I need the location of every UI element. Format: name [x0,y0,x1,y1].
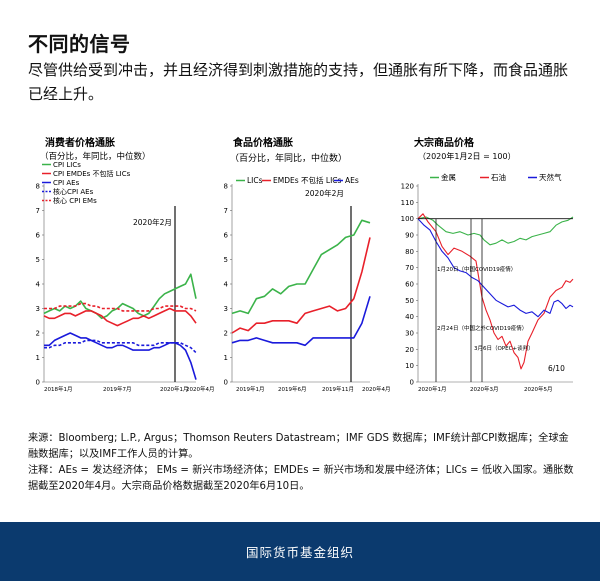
chart3-xtick-label: 2020年3月 [470,385,499,393]
chart3-ytick-label: 90 [405,232,414,240]
chart3-event-label: 1月20日（中国COVID19疫情） [437,265,516,273]
chart1-ytick-label: 5 [36,256,40,264]
chart3-legend-label: 天然气 [539,172,562,182]
chart3-ytick-label: 80 [405,248,414,256]
chart3-ytick-label: 100 [401,215,414,223]
chart3-subtitle: （2020年1月2日 = 100） [418,151,516,161]
chart1-series-line [43,273,197,320]
notes-block: 来源：Bloomberg; L.P., Argus；Thomson Reuter… [28,431,576,495]
chart3-ytick-label: 20 [405,346,414,354]
chart1-legend-label: CPI AEs [53,179,80,187]
chart2-ytick-label: 4 [224,281,229,289]
chart1-ytick-label: 8 [36,183,40,191]
page-subtitle: 尽管供给受到冲击，并且经济得到刺激措施的支持，但通胀有所下降，而食品通胀已经上升… [28,61,569,103]
chart3-ytick-label: 120 [401,183,414,191]
chart1-ytick-label: 7 [36,207,40,215]
chart1-legend-label: 核心CPI AEs [53,187,94,196]
chart1-legend-label: CPI EMDEs 不包括 LICs [53,169,131,178]
chart2-ytick-label: 7 [224,207,228,215]
chart2-ytick-label: 3 [224,305,228,313]
chart3-end-label: 6/10 [548,364,565,373]
chart1-xtick-label: 2020年1月 [160,385,189,393]
chart3-ytick-label: 70 [405,264,414,272]
chart2-ytick-label: 6 [224,232,229,240]
chart3-xtick-label: 2020年5月 [524,385,553,393]
page-title: 不同的信号 [28,32,131,56]
chart1-ytick-label: 0 [36,379,40,387]
chart3-ytick-label: 60 [405,281,414,289]
chart1-legend-label: CPI LICs [53,161,81,169]
chart2-ytick-label: 0 [224,379,228,387]
chart2-subtitle: （百分比，年同比，中位数） [230,152,347,164]
chart2-legend-label: LICs [247,176,263,185]
chart1-ytick-label: 4 [36,281,41,289]
chart2-xtick-label: 2019年1月 [236,385,265,393]
chart3-ytick-label: 30 [405,330,414,338]
chart2-series-line [231,237,371,334]
chart1-ytick-label: 6 [36,232,41,240]
chart1-vline-label: 2020年2月 [133,217,172,227]
chart1-series-line [44,302,197,312]
chart2-legend-label: AEs [345,176,359,185]
chart1-ytick-label: 2 [36,330,40,338]
chart2-ytick-label: 2 [224,330,228,338]
charts-canvas: 消费者价格通胀 （百分比，年同比，中位数） 2020年2月 食品价格通胀 （百分… [36,136,574,393]
chart1-series-line [43,307,197,327]
chart2-series-line [231,219,371,315]
chart3-legend-label: 石油 [491,172,506,182]
chart1-ytick-label: 1 [36,354,40,362]
chart2-xtick-label: 2019年6月 [278,385,307,393]
chart3-event-label: 3月6日（OPEC+谈判） [474,344,534,352]
chart3-title: 大宗商品价格 [414,136,475,149]
chart2-ytick-label: 1 [224,354,228,362]
chart2-xtick-label: 2019年11月 [322,385,354,393]
chart3-xtick-label: 2020年1月 [418,385,447,393]
chart1-ytick-label: 3 [36,305,40,313]
chart2-vline-label: 2020年2月 [305,188,344,198]
chart3-series-line [417,213,574,370]
chart3-series-line [417,216,574,246]
chart3-ytick-label: 40 [405,313,414,321]
source-note: 来源：Bloomberg; L.P., Argus；Thomson Reuter… [28,433,569,460]
chart2-xtick-label: 2020年4月 [362,385,391,393]
chart3-ytick-label: 50 [405,297,414,305]
chart3-series-line [417,218,574,318]
chart3-ytick-label: 0 [410,379,414,387]
footer-label: 国际货币基金组织 [245,545,354,560]
chart1-xtick-label: 2019年7月 [103,385,132,393]
chart1-series-line [44,332,197,380]
chart2-ytick-label: 5 [224,256,228,264]
footnote: 注释：AEs = 发达经济体； EMs = 新兴市场经济体；EMDEs = 新兴… [28,465,574,492]
chart3-ytick-label: 10 [405,362,414,370]
chart1-series-line [44,339,197,354]
chart1-title: 消费者价格通胀 [45,136,115,149]
chart3-ytick-label: 110 [401,199,414,207]
chart2-legend-label: EMDEs 不包括 LICs [273,175,342,185]
chart1-subtitle: （百分比，年同比，中位数） [40,151,151,162]
chart3-legend-label: 金属 [441,172,456,182]
chart1-xtick-label: 2018年1月 [44,385,73,393]
chart2-title: 食品价格通胀 [232,136,293,149]
footer-bar: 国际货币基金组织 [0,522,600,581]
chart2-series-line [231,296,371,347]
chart1-legend-label: 核心 CPI EMs [53,196,97,205]
chart1-xtick-label: 2020年4月 [186,385,215,393]
chart2-ytick-label: 8 [224,183,228,191]
